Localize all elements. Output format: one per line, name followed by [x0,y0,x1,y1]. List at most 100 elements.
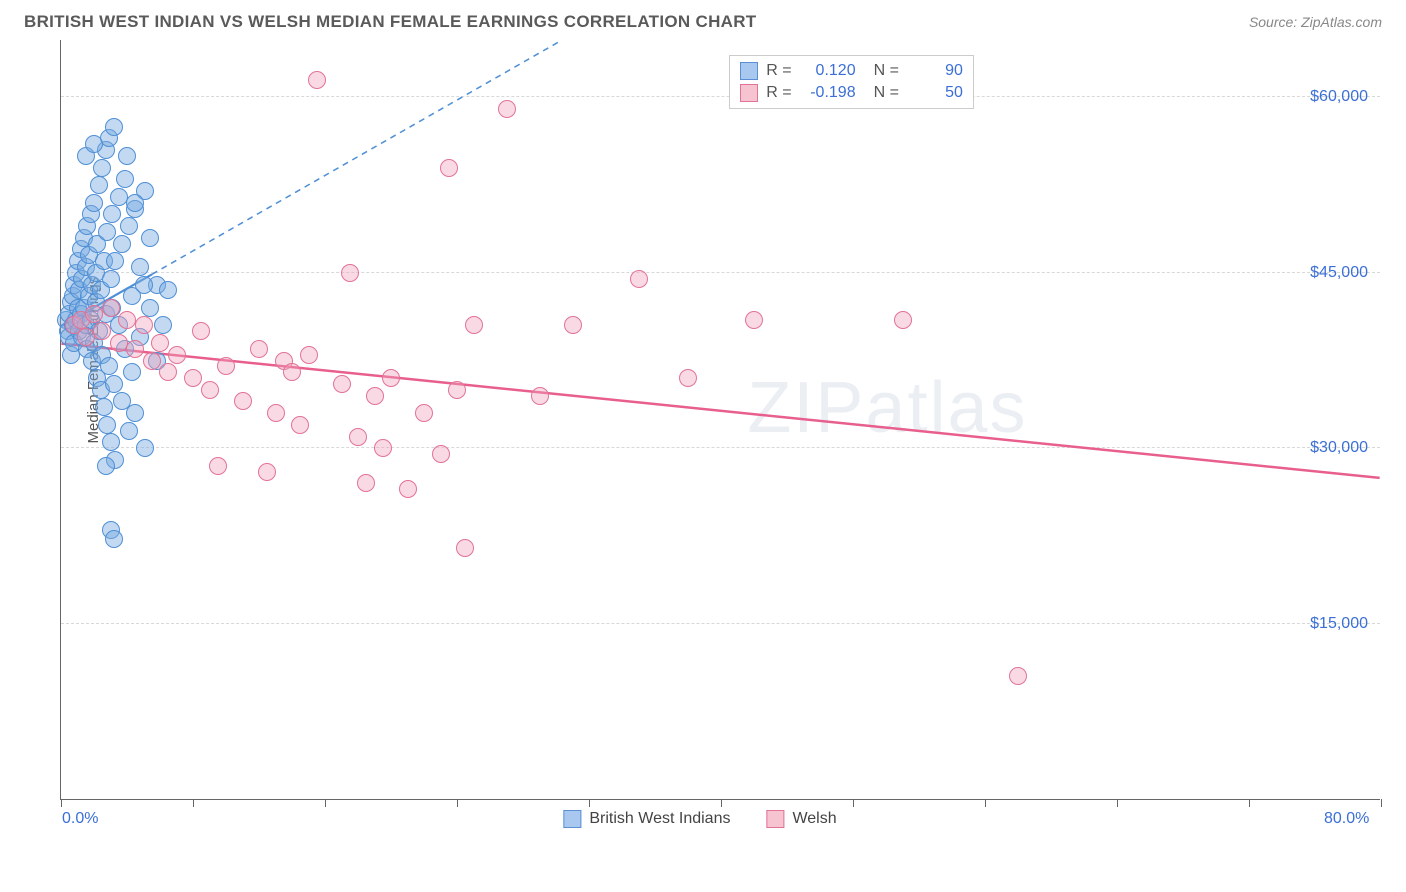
data-point [341,264,359,282]
data-point [93,322,111,340]
data-point [102,299,120,317]
plot-area: ZIPatlas $15,000$30,000$45,000$60,000R =… [60,40,1380,800]
data-point [105,375,123,393]
data-point [110,188,128,206]
series-legend-label: British West Indians [589,810,730,828]
data-point [135,276,153,294]
data-point [217,357,235,375]
data-point [98,416,116,434]
data-point [159,281,177,299]
watermark: ZIPatlas [747,367,1027,449]
data-point [90,176,108,194]
data-point [300,346,318,364]
data-point [116,170,134,188]
data-point [374,439,392,457]
data-point [432,445,450,463]
stats-legend-row: R =0.120N =90 [740,60,963,82]
trendlines [61,40,1380,799]
data-point [113,235,131,253]
data-point [95,398,113,416]
gridline [61,447,1380,448]
data-point [100,357,118,375]
data-point [258,463,276,481]
x-tick [1117,799,1118,807]
data-point [630,270,648,288]
y-tick-label: $15,000 [1310,615,1368,633]
x-tick [193,799,194,807]
data-point [745,311,763,329]
stats-legend: R =0.120N =90R =-0.198N =50 [729,55,974,109]
n-value: 50 [907,84,963,102]
r-label: R = [766,62,791,80]
correlation-chart: Median Female Earnings ZIPatlas $15,000$… [20,40,1380,830]
x-tick [985,799,986,807]
legend-swatch [563,810,581,828]
data-point [234,392,252,410]
series-legend-label: Welsh [792,810,836,828]
data-point [85,135,103,153]
data-point [456,539,474,557]
data-point [93,159,111,177]
x-tick [457,799,458,807]
data-point [135,316,153,334]
data-point [118,147,136,165]
data-point [679,369,697,387]
x-axis-max-label: 80.0% [1324,810,1369,828]
x-tick [853,799,854,807]
r-label: R = [766,84,791,102]
y-tick-label: $45,000 [1310,264,1368,282]
x-tick [589,799,590,807]
gridline [61,623,1380,624]
data-point [118,311,136,329]
data-point [141,299,159,317]
data-point [192,322,210,340]
data-point [105,118,123,136]
data-point [136,439,154,457]
y-tick-label: $60,000 [1310,88,1368,106]
data-point [498,100,516,118]
data-point [120,217,138,235]
legend-swatch [740,84,758,102]
data-point [531,387,549,405]
data-point [110,334,128,352]
data-point [131,258,149,276]
gridline [61,96,1380,97]
data-point [126,404,144,422]
data-point [366,387,384,405]
data-point [102,270,120,288]
data-point [151,334,169,352]
data-point [308,71,326,89]
data-point [126,340,144,358]
data-point [283,363,301,381]
x-tick [1249,799,1250,807]
data-point [143,352,161,370]
legend-swatch [740,62,758,80]
series-legend: British West Indians Welsh [563,810,836,828]
data-point [267,404,285,422]
data-point [85,194,103,212]
x-tick [721,799,722,807]
data-point [103,205,121,223]
data-point [333,375,351,393]
data-point [894,311,912,329]
n-value: 90 [907,62,963,80]
data-point [154,316,172,334]
data-point [250,340,268,358]
x-axis-min-label: 0.0% [62,810,98,828]
data-point [141,229,159,247]
page-title: BRITISH WEST INDIAN VS WELSH MEDIAN FEMA… [24,12,757,32]
data-point [126,194,144,212]
data-point [291,416,309,434]
data-point [448,381,466,399]
data-point [201,381,219,399]
data-point [415,404,433,422]
data-point [102,433,120,451]
series-legend-item: Welsh [766,810,836,828]
r-value: 0.120 [800,62,856,80]
data-point [399,480,417,498]
data-point [159,363,177,381]
x-tick [325,799,326,807]
r-value: -0.198 [800,84,856,102]
source-credit: Source: ZipAtlas.com [1249,14,1382,30]
data-point [564,316,582,334]
